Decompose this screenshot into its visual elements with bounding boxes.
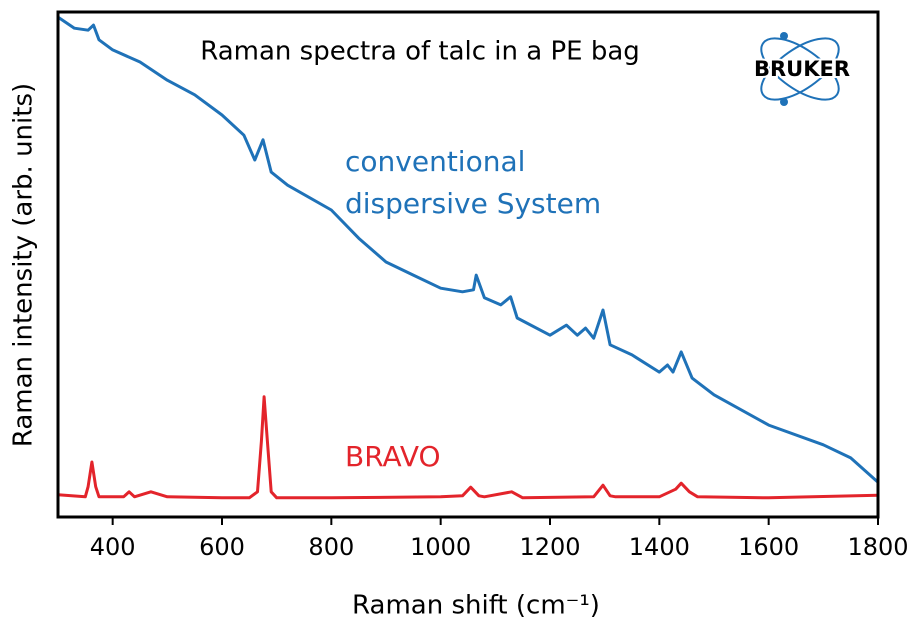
logo-orbit: [760, 37, 840, 101]
annotation: dispersive System: [345, 187, 601, 220]
x-tick-label: 1600: [738, 533, 799, 561]
logo-text: BRUKER: [754, 57, 850, 81]
logo-dot: [780, 32, 788, 40]
x-tick-label: 400: [90, 533, 136, 561]
logo-orbit: [760, 37, 840, 101]
x-tick-label: 600: [199, 533, 245, 561]
annotation: conventional: [345, 145, 525, 178]
logo: BRUKER: [752, 32, 852, 106]
series-line: [57, 395, 879, 500]
annotation: BRAVO: [345, 440, 441, 473]
chart-title: Raman spectra of talc in a PE bag: [200, 37, 640, 67]
series-line: [57, 15, 879, 484]
y-axis-label: Raman intensity (arb. units): [9, 83, 39, 447]
x-tick-label: 1400: [629, 533, 690, 561]
x-tick-label: 1800: [847, 533, 908, 561]
x-tick-label: 800: [308, 533, 354, 561]
x-axis-label: Raman shift (cm⁻¹): [352, 591, 600, 621]
x-tick-label: 1200: [519, 533, 580, 561]
x-tick-label: 1000: [410, 533, 471, 561]
logo-dot: [780, 98, 788, 106]
plot-frame: [56, 10, 880, 519]
